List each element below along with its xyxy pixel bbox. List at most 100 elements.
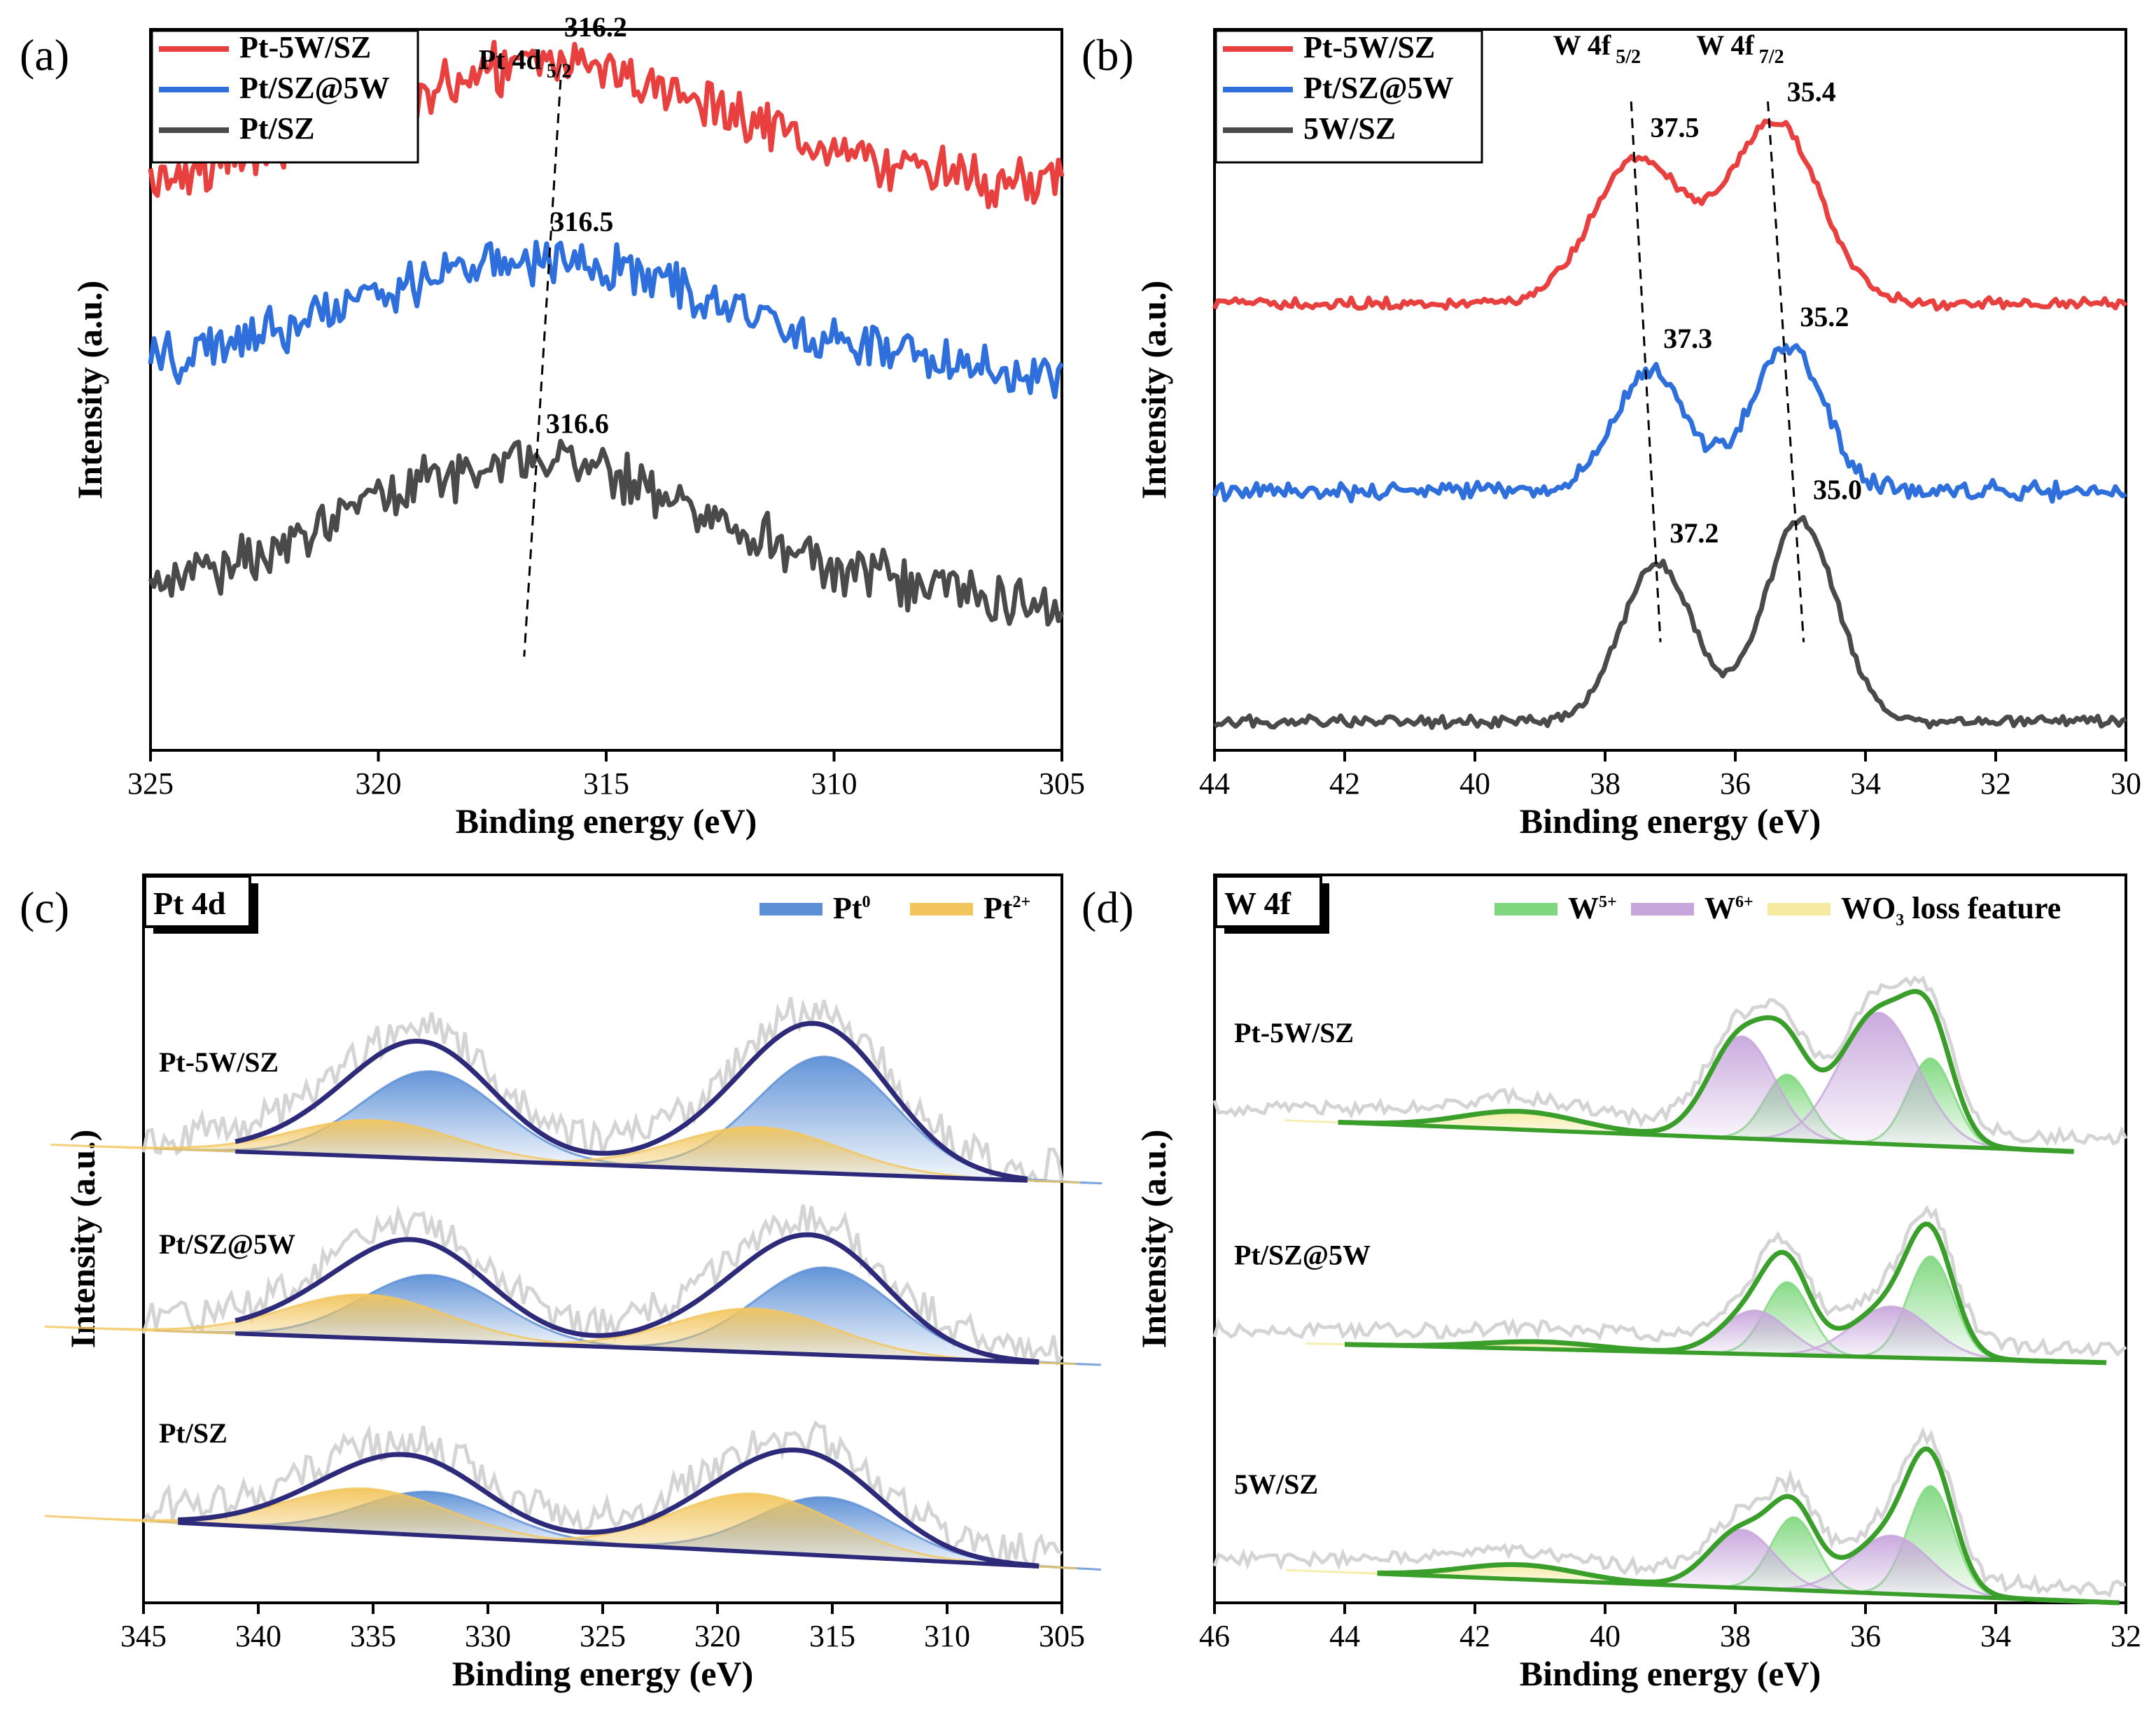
x-axis-title: Binding energy (eV) <box>456 801 757 841</box>
panel-c: 345 340 335 330 325 320 315 310 305 Binding energ… <box>20 873 1102 1693</box>
x-tick-label-2: 40 <box>1460 766 1490 801</box>
peak-annotation-1: 316.5 <box>550 206 613 237</box>
peak-label-sub-0: 5/2 <box>1611 46 1641 68</box>
legend-label-2: 5W/SZ <box>1303 111 1396 146</box>
peak-guide-line-0 <box>1630 101 1662 643</box>
legend-sup-0: 0 <box>862 893 871 911</box>
legend-sub-2: 3 <box>1896 911 1904 929</box>
legend-label-1: Pt2+ <box>983 891 1030 925</box>
peak-annotation-0-0: 37.5 <box>1651 111 1700 143</box>
fit-baseline-2 <box>178 1520 1040 1569</box>
y-axis-title: Intensity (a.u.) <box>1134 281 1173 500</box>
legend-sup-0: 5+ <box>1599 893 1617 911</box>
peak-label-sub-1: 7/2 <box>1754 46 1784 68</box>
series-5W/SZ <box>1213 514 2127 730</box>
legend-swatch-1 <box>1631 903 1694 915</box>
x-tick-label-2: 335 <box>350 1619 396 1653</box>
legend-label-1: Pt/SZ@5W <box>239 71 390 105</box>
peak-annotation-1-1: 35.2 <box>1800 301 1849 332</box>
legend-label-1: W6+ <box>1704 891 1754 925</box>
fit-envelope-0 <box>234 1020 1028 1181</box>
x-tick-label-2: 42 <box>1460 1619 1490 1653</box>
peak-label-sub: 5/2 <box>542 61 572 83</box>
x-tick-label-6: 34 <box>1980 1619 2011 1653</box>
plot-frame <box>1213 873 2127 1604</box>
sample-label-1: Pt/SZ@5W <box>1234 1239 1371 1270</box>
sample-label-0: Pt-5W/SZ <box>1234 1017 1354 1048</box>
fit-baseline-0 <box>1338 1120 2074 1154</box>
x-axis-title: Binding energy (eV) <box>1520 1654 1821 1693</box>
peak-annotation-0: 316.2 <box>564 11 627 43</box>
y-axis-title: Intensity (a.u.) <box>63 1130 102 1349</box>
x-tick-label-3: 310 <box>811 766 858 801</box>
legend-label-0: Pt0 <box>833 891 871 925</box>
box-label: W 4f <box>1224 885 1292 921</box>
fit-baseline-1 <box>235 1331 1040 1365</box>
x-tick-label-5: 320 <box>694 1619 741 1653</box>
panel-label: (b) <box>1082 30 1134 80</box>
sample-label-2: Pt/SZ <box>159 1417 227 1449</box>
plot-frame <box>1213 28 2127 752</box>
raw-data-1 <box>1212 1205 2127 1357</box>
fit-envelope-2 <box>1377 1446 2120 1606</box>
box-label: Pt 4d <box>153 885 226 921</box>
x-tick-label-1: 44 <box>1329 1619 1360 1653</box>
peak-guide-line-1 <box>1767 101 1805 643</box>
panel-label: (d) <box>1082 883 1134 932</box>
x-tick-label-5: 34 <box>1850 766 1881 801</box>
x-tick-label-2: 315 <box>583 766 629 801</box>
panel-label: (c) <box>20 883 69 932</box>
peak-annotation-0-1: 35.4 <box>1787 76 1836 107</box>
sample-label-0: Pt-5W/SZ <box>159 1046 279 1078</box>
x-tick-label-6: 32 <box>1980 766 2011 801</box>
peak-annotation-2: 316.6 <box>546 408 609 440</box>
panel-b: 44 42 40 38 36 34 32 30 Binding energy (eV) Inten… <box>1082 28 2141 841</box>
legend-swatch-2 <box>1768 903 1830 915</box>
fit-baseline-0 <box>235 1149 1028 1183</box>
x-tick-label-1: 340 <box>235 1619 281 1653</box>
sample-label-1: Pt/SZ@5W <box>159 1228 295 1260</box>
y-axis-title: Intensity (a.u.) <box>1134 1130 1173 1349</box>
x-tick-label-7: 310 <box>924 1619 970 1653</box>
legend-label-2: Pt/SZ <box>239 111 315 146</box>
x-tick-label-0: 46 <box>1199 1619 1230 1653</box>
panel-d: 46 44 42 40 38 36 34 32 Binding energy (eV) Inten… <box>1082 873 2141 1693</box>
x-tick-label-0: 325 <box>127 766 174 801</box>
fit-envelope-1 <box>234 1232 1040 1365</box>
legend-label-0: Pt-5W/SZ <box>1303 30 1435 64</box>
x-tick-label-3: 40 <box>1590 1619 1620 1653</box>
peak-annotation-2-1: 35.0 <box>1813 474 1862 505</box>
x-tick-label-6: 315 <box>809 1619 855 1653</box>
legend-swatch-0 <box>760 903 822 915</box>
panel-a: 325 320 315 310 305 Binding energy (eV) Intens… <box>20 11 1085 841</box>
peak-label: Pt 4d 5/2 <box>479 44 572 83</box>
legend-sup-1: 6+ <box>1735 893 1754 911</box>
x-axis-title: Binding energy (eV) <box>452 1654 754 1693</box>
x-tick-label-4: 305 <box>1039 766 1085 801</box>
series-Pt-5W/SZ <box>1212 118 2128 312</box>
fit-baseline-1 <box>1344 1342 2107 1365</box>
raw-data-0 <box>1212 975 2128 1146</box>
peak-guide-line <box>523 80 562 657</box>
fit-envelope-2 <box>178 1447 1040 1569</box>
x-tick-label-8: 305 <box>1039 1619 1085 1653</box>
x-tick-label-7: 32 <box>2110 1619 2141 1653</box>
legend-swatch-1 <box>910 903 973 915</box>
box-label-frame <box>144 875 251 928</box>
peak-annotation-1-0: 37.3 <box>1663 323 1712 354</box>
x-tick-label-4: 38 <box>1720 1619 1751 1653</box>
legend-swatch-0 <box>1494 903 1558 915</box>
fit-envelope-1 <box>1344 1221 2107 1366</box>
x-tick-label-5: 36 <box>1850 1619 1881 1653</box>
legend-label-0: Pt-5W/SZ <box>239 30 371 64</box>
panel-label: (a) <box>20 30 69 80</box>
legend-sup-1: 2+ <box>1013 893 1031 911</box>
x-tick-label-4: 325 <box>580 1619 626 1653</box>
legend-box <box>1214 29 1483 164</box>
sample-label-2: 5W/SZ <box>1234 1468 1318 1500</box>
series-Pt/SZ@5W <box>1212 343 2127 504</box>
peak-label-0: W 4f 5/2 <box>1553 29 1641 68</box>
peak-label-1: W 4f 7/2 <box>1696 29 1784 68</box>
fit-baseline-2 <box>1377 1571 2120 1605</box>
